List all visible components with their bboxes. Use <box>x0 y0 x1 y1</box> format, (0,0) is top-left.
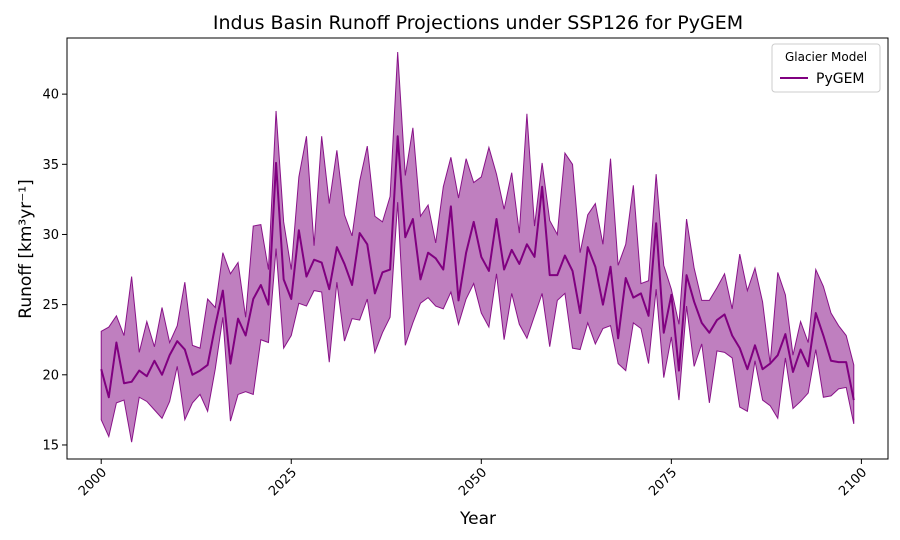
legend-entry-pygem: PyGEM <box>816 71 865 87</box>
y-axis-ticks: 15 20 25 30 35 40 <box>42 88 67 453</box>
y-tick-label: 40 <box>42 88 59 103</box>
x-tick-label: 2025 <box>266 465 300 499</box>
x-tick-label: 2100 <box>836 465 870 499</box>
legend-box <box>771 43 881 93</box>
plot-area <box>100 51 855 443</box>
legend-title: Glacier Model <box>785 50 867 64</box>
y-tick-label: 20 <box>42 368 59 383</box>
x-axis-ticks: 2000 2025 2050 2075 2100 <box>76 459 870 499</box>
x-tick-label: 2050 <box>456 465 490 499</box>
y-tick-label: 35 <box>42 158 59 173</box>
x-axis-label: Year <box>459 509 496 529</box>
y-tick-label: 15 <box>42 438 59 453</box>
y-axis-label: Runoff [km³yr⁻¹] <box>16 179 36 318</box>
plot-frame <box>66 37 889 460</box>
x-tick-label: 2075 <box>646 465 680 499</box>
x-tick-label: 2000 <box>76 465 110 499</box>
y-tick-label: 30 <box>42 228 59 243</box>
legend: Glacier Model PyGEM <box>771 43 881 93</box>
series-band-pygem <box>100 51 855 443</box>
chart-title: Indus Basin Runoff Projections under SSP… <box>213 12 743 34</box>
y-tick-label: 25 <box>42 298 59 313</box>
series-line-pygem <box>100 135 855 401</box>
